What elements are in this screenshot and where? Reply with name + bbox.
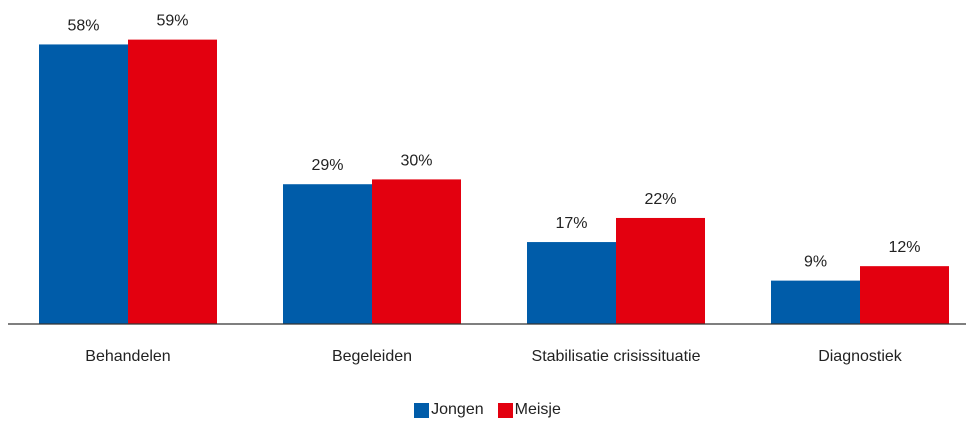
data-label-meisje-diagnostiek: 12% [888,239,920,256]
bar-meisje-begeleiden [372,179,461,324]
legend-item-jongen: Jongen [414,401,484,419]
bar-meisje-diagnostiek [860,266,949,324]
legend-swatch-jongen [414,402,430,418]
data-label-jongen-diagnostiek: 9% [804,254,827,271]
data-label-meisje-behandelen: 59% [156,13,188,30]
data-label-meisje-begeleiden: 30% [400,152,432,169]
bar-jongen-diagnostiek [771,280,860,324]
bar-jongen-behandelen [39,44,128,324]
category-label-stabilisatie-crisissituatie: Stabilisatie crisissituatie [532,348,701,365]
bar-meisje-behandelen [128,39,217,325]
legend-label-meisje: Meisje [514,401,561,418]
legend-swatch-meisje [497,402,513,418]
category-labels-layer: Behandelen Begeleiden Stabilisatie crisiss… [85,348,903,365]
data-label-jongen-begeleiden: 29% [311,157,343,174]
data-labels-layer: 58% 59% 29% 30% 17% 22% 9% 12% [67,13,920,271]
legend-item-meisje: Meisje [497,401,561,419]
bar-jongen-begeleiden [283,184,372,324]
bars-layer [39,39,949,325]
category-label-diagnostiek: Diagnostiek [818,348,903,365]
bar-meisje-stabilisatie-crisissituatie [616,217,705,324]
category-label-behandelen: Behandelen [85,348,170,365]
data-label-jongen-stabilisatie-crisissituatie: 17% [555,215,587,232]
category-label-begeleiden: Begeleiden [332,348,412,365]
legend-label-jongen: Jongen [431,401,484,418]
data-label-jongen-behandelen: 58% [67,17,99,34]
legend: Jongen Meisje [0,401,975,419]
data-label-meisje-stabilisatie-crisissituatie: 22% [644,191,676,208]
bar-jongen-stabilisatie-crisissituatie [527,242,616,324]
